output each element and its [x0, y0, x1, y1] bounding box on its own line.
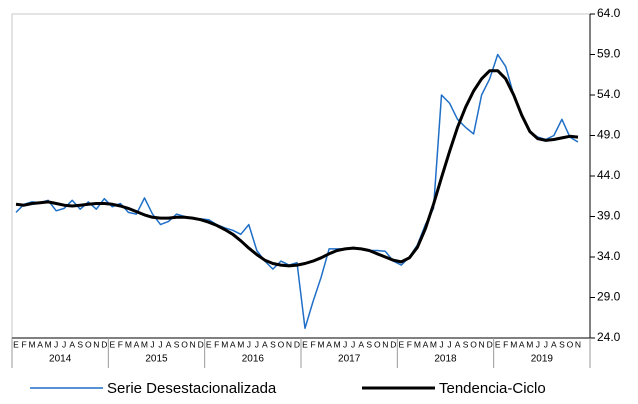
x-tick-label: J — [447, 339, 451, 349]
y-tick-label: 34.0 — [597, 249, 621, 263]
y-tick-label: 59.0 — [597, 47, 621, 61]
series-line — [15, 53, 579, 330]
x-tick-label: O — [278, 339, 285, 349]
x-tick-label: S — [463, 339, 469, 349]
x-tick-label: F — [503, 339, 508, 349]
x-tick-label: M — [318, 339, 325, 349]
x-tick-label: M — [334, 339, 341, 349]
x-tick-label: A — [423, 339, 429, 349]
x-tick-label: A — [134, 339, 140, 349]
x-tick-label: J — [62, 339, 66, 349]
x-tick-label: J — [439, 339, 443, 349]
year-label: 2017 — [338, 354, 361, 365]
x-tick-label: M — [526, 339, 533, 349]
x-tick-label: N — [479, 339, 485, 349]
y-tick-label: 44.0 — [597, 168, 621, 182]
x-tick-label: E — [399, 339, 405, 349]
x-tick-label: J — [536, 339, 540, 349]
x-tick-label: M — [430, 339, 437, 349]
x-tick-label: A — [519, 339, 525, 349]
x-tick-label: F — [214, 339, 219, 349]
x-tick-label: M — [414, 339, 421, 349]
x-tick-label: N — [93, 339, 99, 349]
x-tick-label: F — [118, 339, 123, 349]
x-tick-label: D — [487, 339, 493, 349]
x-tick-label: E — [495, 339, 501, 349]
x-tick-label: J — [54, 339, 58, 349]
x-tick-label: J — [247, 339, 251, 349]
x-tick-label: M — [221, 339, 228, 349]
x-tick-label: F — [407, 339, 412, 349]
x-tick-label: A — [230, 339, 236, 349]
x-tick-label: N — [575, 339, 581, 349]
x-tick-label: O — [567, 339, 574, 349]
x-tick-label: E — [13, 339, 19, 349]
x-tick-label: S — [559, 339, 565, 349]
x-tick-label: D — [198, 339, 204, 349]
x-tick-label: M — [237, 339, 244, 349]
x-tick-label: O — [85, 339, 92, 349]
x-tick-label: E — [302, 339, 308, 349]
x-tick-label: A — [262, 339, 268, 349]
x-tick-label: S — [174, 339, 180, 349]
x-tick-label: F — [310, 339, 315, 349]
x-tick-label: J — [150, 339, 154, 349]
y-tick-label: 49.0 — [597, 128, 621, 142]
x-tick-label: O — [181, 339, 188, 349]
x-tick-label: J — [158, 339, 162, 349]
x-tick-label: S — [77, 339, 83, 349]
x-tick-label: M — [141, 339, 148, 349]
x-tick-label: F — [21, 339, 26, 349]
x-tick-label: D — [390, 339, 396, 349]
x-tick-label: A — [455, 339, 461, 349]
x-tick-label: J — [343, 339, 347, 349]
x-tick-label: D — [101, 339, 107, 349]
legend-label: Serie Desestacionalizada — [107, 380, 277, 397]
year-label: 2018 — [434, 354, 457, 365]
x-tick-label: O — [470, 339, 477, 349]
x-tick-label: N — [286, 339, 292, 349]
x-tick-label: J — [351, 339, 355, 349]
x-tick-label: J — [544, 339, 548, 349]
x-tick-label: D — [294, 339, 300, 349]
x-tick-label: S — [366, 339, 372, 349]
x-tick-label: N — [190, 339, 196, 349]
x-tick-label: A — [326, 339, 332, 349]
x-tick-label: M — [45, 339, 52, 349]
y-tick-label: 29.0 — [597, 290, 621, 304]
year-label: 2016 — [242, 354, 265, 365]
x-tick-label: J — [255, 339, 259, 349]
x-tick-label: A — [358, 339, 364, 349]
x-tick-label: E — [206, 339, 212, 349]
x-tick-label: M — [510, 339, 517, 349]
year-label: 2014 — [49, 354, 72, 365]
y-tick-label: 64.0 — [597, 6, 621, 20]
y-tick-label: 24.0 — [597, 330, 621, 344]
x-tick-label: M — [125, 339, 132, 349]
x-tick-label: O — [374, 339, 381, 349]
x-tick-label: A — [69, 339, 75, 349]
x-tick-label: S — [270, 339, 276, 349]
legend-label: Tendencia-Ciclo — [439, 380, 546, 397]
x-tick-label: A — [37, 339, 43, 349]
series-line — [15, 69, 579, 268]
x-tick-label: N — [382, 339, 388, 349]
y-tick-label: 39.0 — [597, 209, 621, 223]
year-label: 2015 — [145, 354, 168, 365]
year-label: 2019 — [531, 354, 554, 365]
x-tick-label: A — [551, 339, 557, 349]
x-tick-label: E — [110, 339, 116, 349]
x-tick-label: A — [166, 339, 172, 349]
x-tick-label: M — [29, 339, 36, 349]
y-tick-label: 54.0 — [597, 87, 621, 101]
